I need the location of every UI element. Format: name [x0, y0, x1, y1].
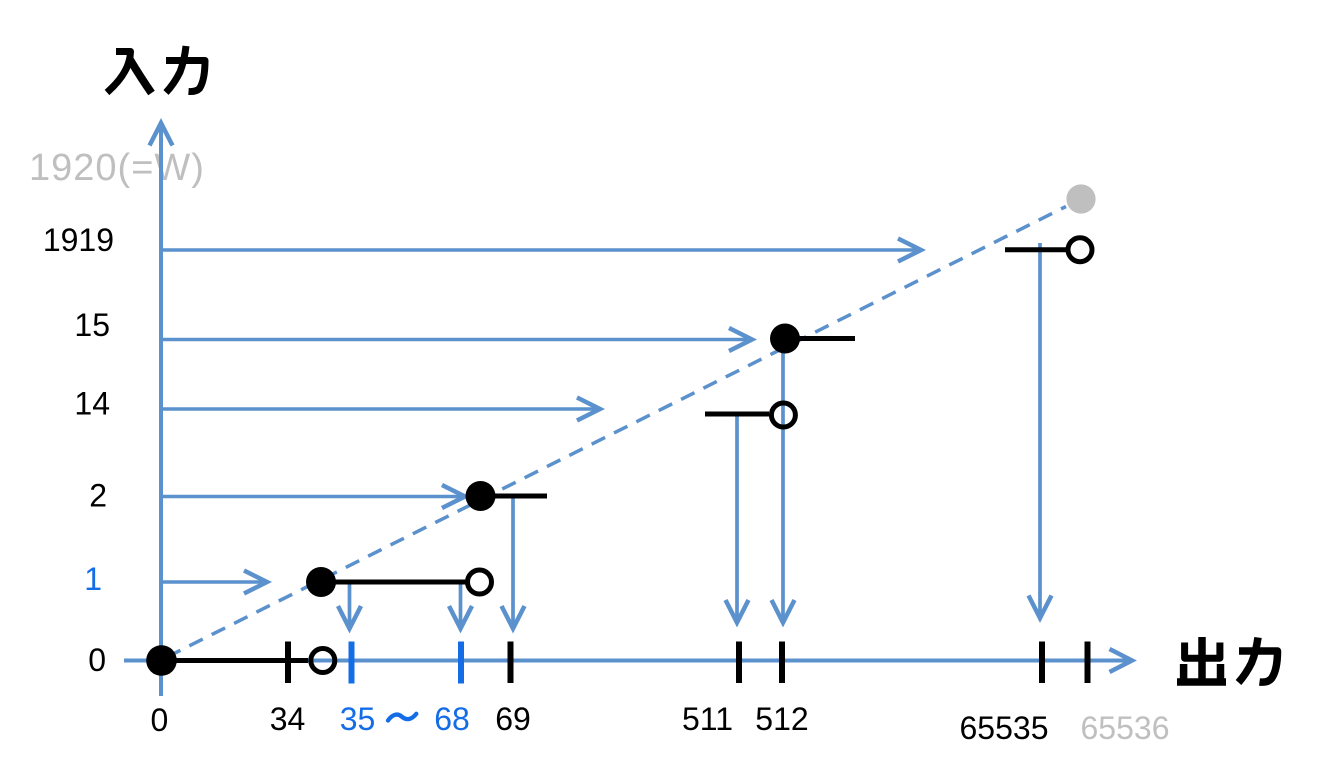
svg-text:65536: 65536 — [1081, 710, 1170, 746]
svg-text:1920(=W): 1920(=W) — [29, 147, 205, 189]
svg-text:1919: 1919 — [43, 222, 114, 258]
svg-text:35: 35 — [340, 701, 376, 737]
svg-text:68: 68 — [434, 701, 470, 737]
svg-text:2: 2 — [89, 478, 107, 514]
svg-text:511: 511 — [682, 701, 733, 737]
svg-text:14: 14 — [74, 386, 110, 422]
svg-text:69: 69 — [495, 701, 531, 737]
svg-text:65535: 65535 — [960, 710, 1049, 746]
svg-text:0: 0 — [88, 642, 106, 678]
svg-text:34: 34 — [270, 701, 306, 737]
svg-text:1: 1 — [84, 561, 102, 597]
svg-text:0: 0 — [151, 702, 169, 738]
svg-text:15: 15 — [74, 307, 110, 343]
svg-text:512: 512 — [755, 701, 808, 737]
